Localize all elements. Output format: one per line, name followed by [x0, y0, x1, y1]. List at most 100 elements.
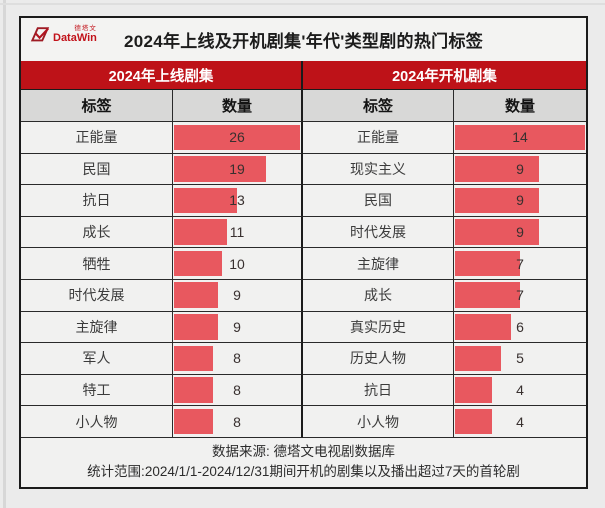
- column-header-tag-right: 标签: [303, 89, 454, 122]
- section-title-started-dramas: 2024年开机剧集: [303, 61, 586, 89]
- count-value: 8: [233, 382, 241, 399]
- count-bar: [455, 377, 493, 403]
- tag-cell: 时代发展: [21, 279, 173, 312]
- tag-cell: 军人: [21, 343, 173, 375]
- count-value: 6: [516, 318, 524, 335]
- tag-cell: 正能量: [21, 122, 173, 154]
- count-cell: 8: [173, 343, 303, 375]
- title-row: 德塔文 DataWin 2024年上线及开机剧集'年代'类型剧的热门标签: [21, 18, 586, 61]
- section-title-online-dramas: 2024年上线剧集: [21, 61, 303, 89]
- tag-cell: 抗日: [21, 185, 173, 217]
- count-bar: [174, 314, 218, 340]
- count-cell: 26: [173, 122, 303, 154]
- count-cell: 4: [454, 406, 586, 438]
- tag-cell: 成长: [303, 279, 454, 312]
- count-bar: [174, 282, 218, 309]
- count-bar: [174, 250, 223, 277]
- tag-cell: 成长: [21, 216, 173, 249]
- count-bar: [174, 156, 267, 182]
- column-header-row: 标签 数量 标签 数量: [21, 89, 586, 122]
- section-band: 2024年上线剧集 2024年开机剧集: [21, 61, 586, 89]
- count-bar: [455, 187, 539, 214]
- count-cell: 9: [173, 279, 303, 312]
- count-cell: 9: [454, 153, 586, 186]
- tag-cell: 主旋律: [21, 311, 173, 344]
- count-bar: [455, 314, 511, 340]
- tag-cell: 历史人物: [303, 343, 454, 375]
- count-cell: 8: [173, 406, 303, 438]
- count-value: 9: [233, 287, 241, 304]
- count-cell: 4: [454, 374, 586, 407]
- logo-cn-label: 德塔文: [74, 24, 97, 32]
- column-header-tag-left: 标签: [21, 89, 173, 122]
- count-bar: [455, 282, 520, 309]
- count-value: 14: [512, 129, 528, 146]
- footer-note: 数据来源: 德塔文电视剧数据库 统计范围:2024/1/1-2024/12/31…: [21, 437, 586, 487]
- tag-cell: 小人物: [21, 406, 173, 438]
- count-cell: 5: [454, 343, 586, 375]
- count-cell: 8: [173, 374, 303, 407]
- count-bar: [174, 187, 237, 214]
- count-value: 13: [229, 192, 245, 209]
- count-cell: 7: [454, 248, 586, 280]
- count-cell: 19: [173, 153, 303, 186]
- count-bar: [174, 219, 228, 245]
- tag-cell: 特工: [21, 374, 173, 407]
- count-bar: [174, 408, 213, 435]
- column-header-count-left: 数量: [173, 89, 303, 122]
- count-cell: 13: [173, 185, 303, 217]
- count-bar: [174, 124, 300, 151]
- tag-cell: 牺牲: [21, 248, 173, 280]
- count-value: 8: [233, 350, 241, 367]
- tag-cell: 主旋律: [303, 248, 454, 280]
- count-cell: 14: [454, 122, 586, 154]
- count-value: 7: [516, 255, 524, 272]
- count-value: 5: [516, 350, 524, 367]
- count-bar: [455, 250, 520, 277]
- count-value: 7: [516, 287, 524, 304]
- count-bar: [455, 345, 502, 372]
- datawin-logo: 德塔文 DataWin: [29, 25, 97, 45]
- tag-cell: 民国: [21, 153, 173, 186]
- tag-cell: 真实历史: [303, 311, 454, 344]
- count-cell: 7: [454, 279, 586, 312]
- count-bar: [455, 408, 493, 435]
- page-title: 2024年上线及开机剧集'年代'类型剧的热门标签: [123, 32, 484, 51]
- data-rows: 正能量 26 正能量 14 民国 19 现实主义 9 抗日 13 民国 9 成长 11 时代发展 9 牺牲 10 主…: [21, 122, 586, 438]
- tag-cell: 时代发展: [303, 216, 454, 249]
- count-bar: [174, 377, 213, 403]
- count-bar: [174, 345, 213, 372]
- count-value: 4: [516, 382, 524, 399]
- count-value: 26: [229, 129, 245, 146]
- count-value: 9: [516, 160, 524, 177]
- count-value: 4: [516, 413, 524, 430]
- logo-brand-label: DataWin: [53, 32, 97, 45]
- count-value: 11: [229, 224, 245, 241]
- tag-cell: 小人物: [303, 406, 454, 438]
- count-cell: 10: [173, 248, 303, 280]
- count-bar: [455, 219, 539, 245]
- count-value: 9: [516, 224, 524, 241]
- count-value: 9: [233, 318, 241, 335]
- count-cell: 9: [454, 185, 586, 217]
- count-cell: 6: [454, 311, 586, 344]
- infographic-card: 德塔文 DataWin 2024年上线及开机剧集'年代'类型剧的热门标签 202…: [19, 16, 588, 489]
- tag-cell: 现实主义: [303, 153, 454, 186]
- stat-scope-line: 统计范围:2024/1/1-2024/12/31期间开机的剧集以及播出超过7天的…: [87, 464, 520, 480]
- column-header-count-right: 数量: [454, 89, 586, 122]
- tag-cell: 正能量: [303, 122, 454, 154]
- count-bar: [455, 124, 585, 151]
- count-cell: 9: [454, 216, 586, 249]
- datawin-logo-icon: [30, 27, 50, 42]
- count-value: 9: [516, 192, 524, 209]
- tag-cell: 抗日: [303, 374, 454, 407]
- tag-cell: 民国: [303, 185, 454, 217]
- count-value: 8: [233, 413, 241, 430]
- count-cell: 11: [173, 216, 303, 249]
- count-cell: 9: [173, 311, 303, 344]
- count-value: 10: [229, 255, 245, 272]
- count-bar: [455, 156, 539, 182]
- datawin-logo-text: 德塔文 DataWin: [53, 24, 97, 45]
- count-value: 19: [229, 160, 245, 177]
